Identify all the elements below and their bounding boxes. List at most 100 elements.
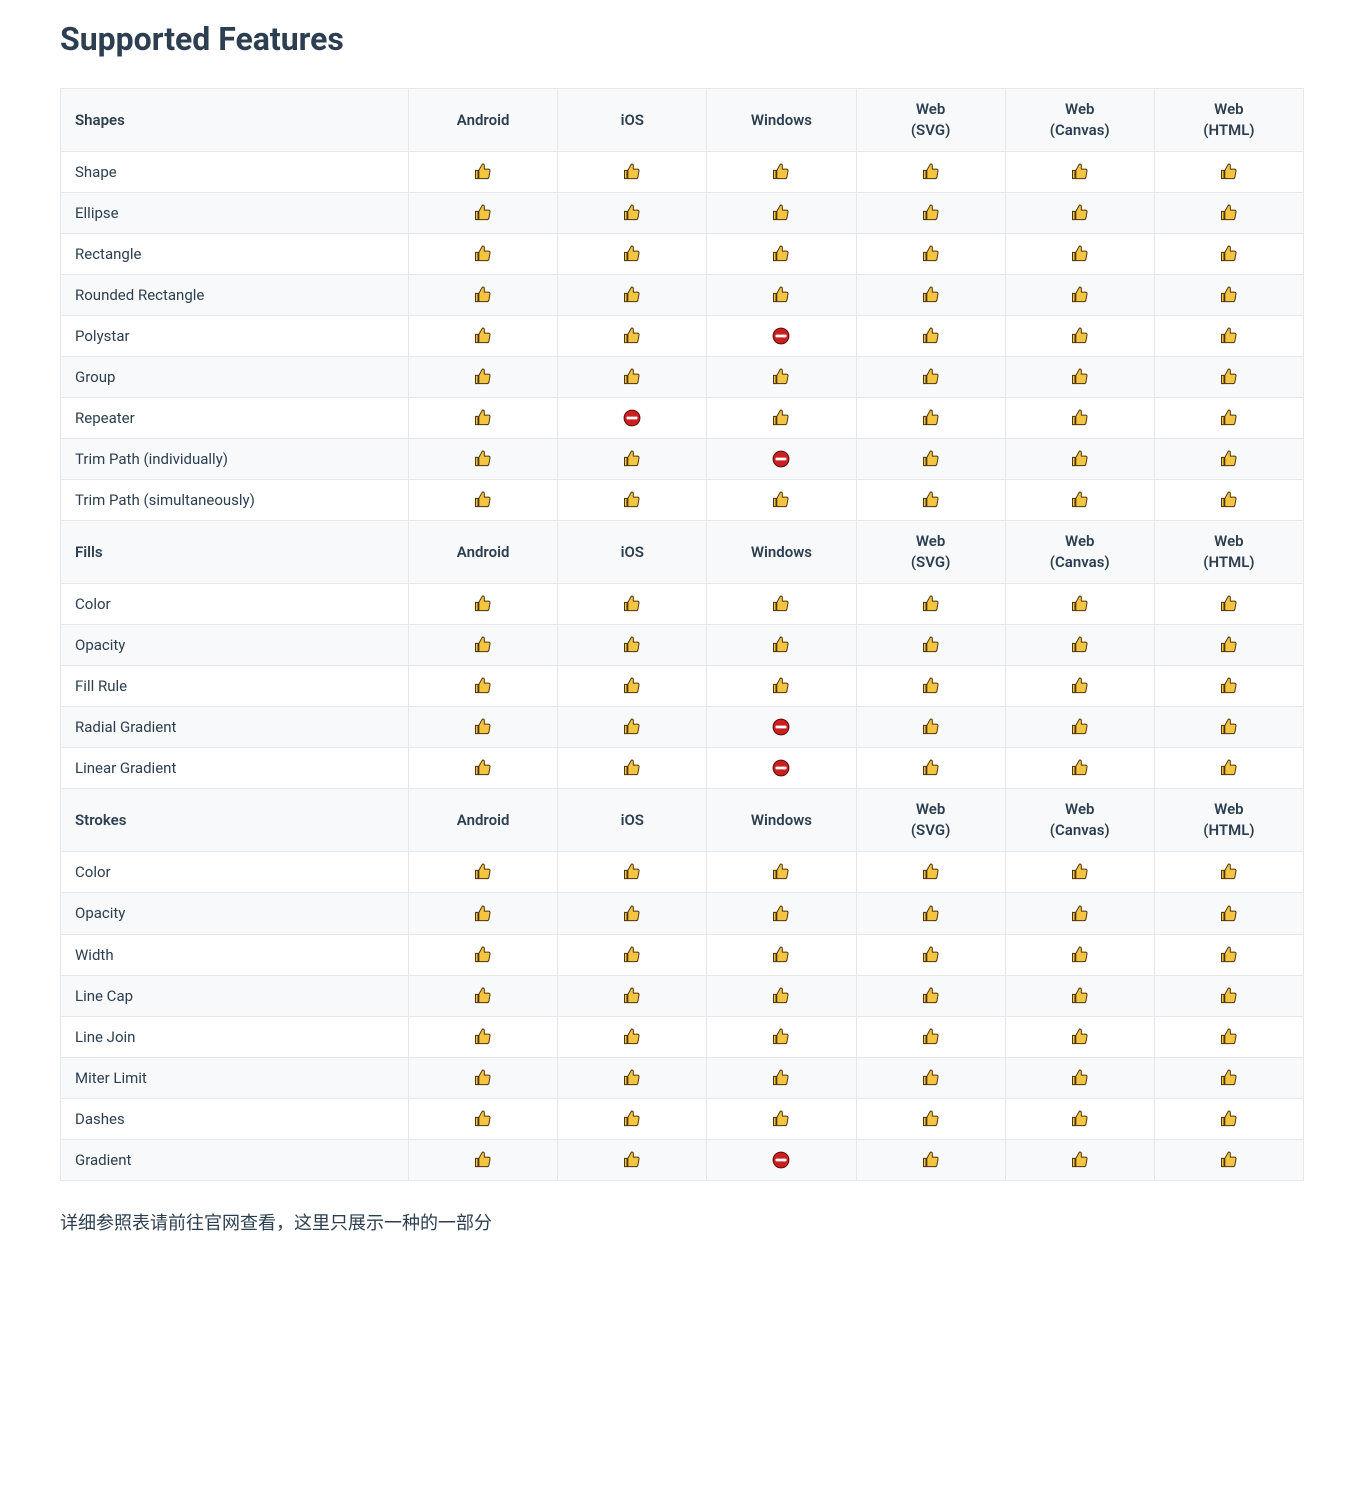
thumbs-up-icon <box>473 203 493 221</box>
supported-cell <box>1154 584 1303 625</box>
platform-header: Android <box>409 789 558 852</box>
thumbs-up-icon <box>622 635 642 653</box>
supported-cell <box>1005 975 1154 1016</box>
thumbs-up-icon <box>1070 862 1090 880</box>
thumbs-up-icon <box>1070 162 1090 180</box>
thumbs-up-icon <box>1070 594 1090 612</box>
supported-cell <box>707 152 856 193</box>
supported-cell <box>1154 852 1303 893</box>
thumbs-up-icon <box>771 490 791 508</box>
supported-cell <box>558 316 707 357</box>
thumbs-up-icon <box>622 862 642 880</box>
thumbs-up-icon <box>921 203 941 221</box>
thumbs-up-icon <box>771 945 791 963</box>
thumbs-up-icon <box>771 408 791 426</box>
thumbs-up-icon <box>921 285 941 303</box>
thumbs-up-icon <box>622 758 642 776</box>
supported-cell <box>1005 480 1154 521</box>
platform-header: iOS <box>558 521 707 584</box>
table-row: Group <box>61 357 1304 398</box>
supported-cell <box>856 852 1005 893</box>
no-entry-icon <box>771 717 791 735</box>
feature-name: Color <box>61 584 409 625</box>
thumbs-up-icon <box>1070 203 1090 221</box>
thumbs-up-icon <box>473 1027 493 1045</box>
thumbs-up-icon <box>473 635 493 653</box>
platform-header: Web(SVG) <box>856 521 1005 584</box>
supported-cell <box>1005 1139 1154 1180</box>
supported-cell <box>707 666 856 707</box>
platform-header: Web(Canvas) <box>1005 789 1154 852</box>
supported-cell <box>409 748 558 789</box>
thumbs-up-icon <box>921 326 941 344</box>
thumbs-up-icon <box>771 1027 791 1045</box>
thumbs-up-icon <box>921 367 941 385</box>
supported-cell <box>1005 193 1154 234</box>
table-row: Rectangle <box>61 234 1304 275</box>
supported-cell <box>1005 439 1154 480</box>
thumbs-up-icon <box>1219 676 1239 694</box>
supported-cell <box>558 748 707 789</box>
supported-cell <box>558 666 707 707</box>
table-row: Color <box>61 584 1304 625</box>
table-row: Miter Limit <box>61 1057 1304 1098</box>
table-row: Ellipse <box>61 193 1304 234</box>
thumbs-up-icon <box>921 490 941 508</box>
thumbs-up-icon <box>1070 635 1090 653</box>
thumbs-up-icon <box>1219 1027 1239 1045</box>
unsupported-cell <box>707 439 856 480</box>
table-row: Opacity <box>61 893 1304 934</box>
supported-cell <box>409 584 558 625</box>
thumbs-up-icon <box>921 1150 941 1168</box>
thumbs-up-icon <box>1070 676 1090 694</box>
thumbs-up-icon <box>921 1068 941 1086</box>
thumbs-up-icon <box>921 449 941 467</box>
supported-cell <box>856 357 1005 398</box>
feature-name: Dashes <box>61 1098 409 1139</box>
supported-cell <box>856 193 1005 234</box>
supported-cell <box>1005 748 1154 789</box>
supported-cell <box>1005 934 1154 975</box>
supported-cell <box>707 357 856 398</box>
platform-header: Windows <box>707 789 856 852</box>
supported-cell <box>1005 1057 1154 1098</box>
thumbs-up-icon <box>622 285 642 303</box>
footnote-text: 详细参照表请前往官网查看，这里只展示一种的一部分 <box>60 1209 1304 1235</box>
supported-cell <box>707 1057 856 1098</box>
feature-name: Fill Rule <box>61 666 409 707</box>
platform-header: Windows <box>707 521 856 584</box>
table-row: Dashes <box>61 1098 1304 1139</box>
supported-cell <box>707 193 856 234</box>
supported-cell <box>1154 480 1303 521</box>
supported-cell <box>856 625 1005 666</box>
thumbs-up-icon <box>921 758 941 776</box>
thumbs-up-icon <box>622 986 642 1004</box>
thumbs-up-icon <box>1070 285 1090 303</box>
supported-cell <box>409 666 558 707</box>
supported-cell <box>856 275 1005 316</box>
supported-cell <box>1005 234 1154 275</box>
thumbs-up-icon <box>1070 945 1090 963</box>
supported-cell <box>1154 893 1303 934</box>
supported-cell <box>707 852 856 893</box>
supported-cell <box>409 1016 558 1057</box>
thumbs-up-icon <box>771 1109 791 1127</box>
no-entry-icon <box>622 408 642 426</box>
feature-name: Ellipse <box>61 193 409 234</box>
thumbs-up-icon <box>1070 903 1090 921</box>
supported-cell <box>558 152 707 193</box>
supported-cell <box>1154 1139 1303 1180</box>
thumbs-up-icon <box>771 862 791 880</box>
feature-name: Trim Path (simultaneously) <box>61 480 409 521</box>
supported-cell <box>409 357 558 398</box>
page-title: Supported Features <box>60 20 1304 58</box>
supported-cell <box>558 439 707 480</box>
supported-cell <box>856 316 1005 357</box>
supported-cell <box>1005 707 1154 748</box>
supported-cell <box>707 893 856 934</box>
thumbs-up-icon <box>1070 244 1090 262</box>
thumbs-up-icon <box>473 862 493 880</box>
platform-header: Android <box>409 89 558 152</box>
supported-cell <box>409 934 558 975</box>
feature-name: Polystar <box>61 316 409 357</box>
